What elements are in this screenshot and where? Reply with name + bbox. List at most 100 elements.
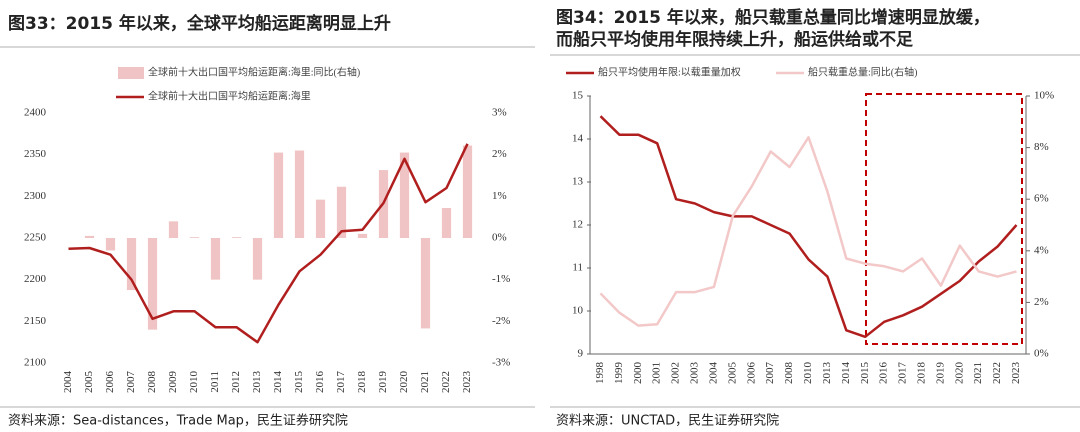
legend-label: 全球前十大出口国平均船运距离:海里:同比(右轴) <box>148 65 360 78</box>
x-tick-label: 2018 <box>356 371 368 394</box>
x-tick-label: 2000 <box>632 362 644 385</box>
x-tick-label: 2007 <box>764 362 776 385</box>
x-tick-label: 2023 <box>1010 362 1022 385</box>
bar <box>315 199 326 238</box>
legend-label: 船只平均使用年限:以载重量加权 <box>598 65 741 78</box>
x-tick-label: 2021 <box>419 371 431 393</box>
x-tick-label: 2014 <box>840 362 852 385</box>
x-tick-label: 2023 <box>461 371 473 394</box>
x-tick-label: 2015 <box>293 371 305 394</box>
y2-tick-label: 6% <box>1034 193 1049 205</box>
bar <box>462 145 473 238</box>
x-tick-label: 1998 <box>594 362 606 385</box>
y-tick-label: 13 <box>572 176 584 188</box>
chart-title: 而船只平均使用年限持续上升，船运供给或不足 <box>556 29 913 50</box>
y2-tick-label: 2% <box>1034 296 1049 308</box>
bar <box>252 238 263 280</box>
y-tick-label: 12 <box>572 219 583 231</box>
x-tick-label: 2006 <box>104 371 116 394</box>
x-tick-label: 2002 <box>670 362 682 384</box>
line-series <box>599 136 1017 327</box>
y-tick-label: 10 <box>572 305 584 317</box>
y2-tick-label: 8% <box>1034 141 1049 153</box>
bar <box>273 152 284 238</box>
x-tick-label: 2012 <box>230 371 242 393</box>
y-tick-label: 2250 <box>24 232 47 244</box>
x-tick-label: 2019 <box>377 371 389 394</box>
bar <box>126 238 137 291</box>
bar <box>84 235 95 238</box>
x-tick-label: 2004 <box>62 371 74 394</box>
chart-title: 图34：2015 年以来，船只载重总量同比增速明显放缓， <box>556 7 990 28</box>
y-tick-label: 2150 <box>24 315 47 327</box>
x-tick-label: 2019 <box>934 362 946 385</box>
y-tick-label: 2100 <box>24 357 47 369</box>
x-tick-label: 2016 <box>314 371 326 394</box>
y2-tick-label: 10% <box>1034 90 1054 102</box>
source-note: 资料来源：UNCTAD，民生证券研究院 <box>556 413 779 429</box>
y2-tick-label: 1% <box>492 190 507 202</box>
bar <box>420 238 431 329</box>
x-tick-label: 2013 <box>251 371 263 394</box>
y-tick-label: 2400 <box>24 107 47 119</box>
bar <box>357 233 368 238</box>
x-tick-label: 2015 <box>859 362 871 385</box>
y2-tick-label: -3% <box>492 357 510 369</box>
y2-tick-label: 3% <box>492 107 507 119</box>
x-tick-label: 2004 <box>707 362 719 385</box>
y-tick-label: 15 <box>572 90 584 102</box>
bar <box>399 152 410 238</box>
y-tick-label: 2350 <box>24 148 47 160</box>
y-tick-label: 2200 <box>24 273 47 285</box>
x-tick-label: 2010 <box>188 371 200 394</box>
x-tick-label: 2020 <box>398 371 410 394</box>
legend-swatch <box>118 67 144 79</box>
y-tick-label: 2300 <box>24 190 47 202</box>
line-series <box>68 143 469 344</box>
y-tick-label: 9 <box>578 348 584 360</box>
x-tick-label: 2001 <box>651 362 663 384</box>
y2-tick-label: 2% <box>492 148 507 160</box>
y2-tick-label: 0% <box>492 232 507 244</box>
x-tick-label: 2005 <box>83 371 95 394</box>
x-tick-label: 2008 <box>146 371 158 394</box>
bar <box>231 237 242 238</box>
y2-tick-label: -2% <box>492 315 510 327</box>
x-tick-label: 2016 <box>878 362 890 385</box>
y2-tick-label: 4% <box>1034 244 1049 256</box>
x-tick-label: 2018 <box>916 362 928 385</box>
x-tick-label: 2013 <box>821 362 833 385</box>
highlight-box <box>865 93 1023 345</box>
bar <box>210 238 221 280</box>
legend-label: 船只载重总量:同比(右轴) <box>808 65 917 78</box>
bar <box>189 237 200 238</box>
x-tick-label: 2006 <box>745 362 757 385</box>
x-tick-label: 2022 <box>440 371 452 393</box>
x-tick-label: 2007 <box>125 371 137 394</box>
x-tick-label: 1999 <box>613 362 625 385</box>
y-tick-label: 14 <box>572 133 584 145</box>
x-tick-label: 2008 <box>783 362 795 385</box>
bar <box>147 238 158 330</box>
x-tick-label: 2020 <box>953 362 965 385</box>
x-tick-label: 2005 <box>726 362 738 385</box>
bar <box>105 238 116 251</box>
bar <box>168 221 179 238</box>
x-tick-label: 2010 <box>802 362 814 385</box>
chart-title: 图33：2015 年以来，全球平均船运距离明显上升 <box>8 13 391 34</box>
x-tick-label: 2014 <box>272 371 284 394</box>
x-tick-label: 2017 <box>335 371 347 394</box>
x-tick-label: 2017 <box>897 362 909 385</box>
x-tick-label: 2021 <box>972 362 984 384</box>
y2-tick-label: 0% <box>1034 348 1049 360</box>
y2-tick-label: -1% <box>492 273 510 285</box>
x-tick-label: 2022 <box>991 362 1003 384</box>
bar <box>336 186 347 238</box>
source-note: 资料来源：Sea-distances，Trade Map，民生证券研究院 <box>8 413 348 429</box>
x-tick-label: 2003 <box>689 362 701 385</box>
line-series <box>599 115 1018 339</box>
legend-label: 全球前十大出口国平均船运距离:海里 <box>148 89 311 102</box>
x-tick-label: 2011 <box>209 371 221 393</box>
y-tick-label: 11 <box>572 262 583 274</box>
